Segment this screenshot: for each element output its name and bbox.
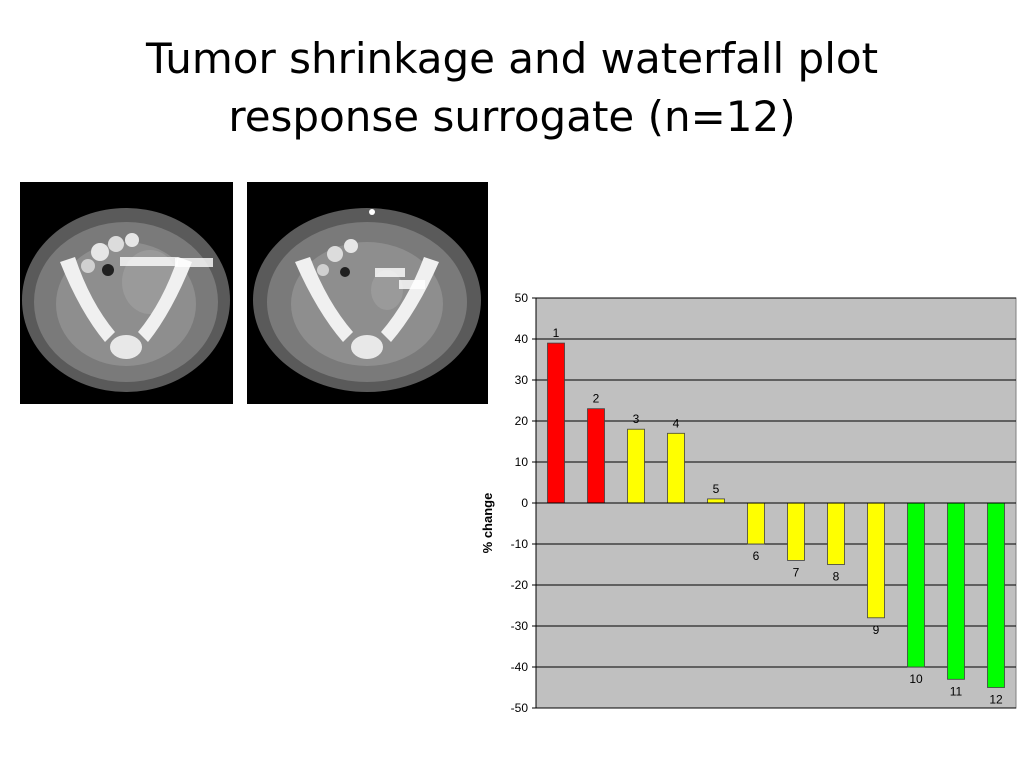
chart-bars bbox=[547, 342, 1005, 688]
ct-scan-after-image bbox=[247, 182, 488, 404]
ct-scan-after-drawing bbox=[253, 208, 481, 392]
bar-label-7: 7 bbox=[793, 565, 800, 579]
bar-label-3: 3 bbox=[633, 412, 640, 426]
bar-7 bbox=[787, 502, 805, 561]
y-tick-label: 50 bbox=[515, 291, 529, 305]
bar-label-8: 8 bbox=[833, 570, 840, 584]
bar-label-1: 1 bbox=[553, 326, 560, 340]
y-tick-label: -10 bbox=[511, 537, 529, 551]
chart-y-axis-label: % change bbox=[480, 493, 495, 554]
bar-4 bbox=[667, 432, 685, 504]
bar-9 bbox=[867, 502, 885, 619]
bar-label-5: 5 bbox=[713, 482, 720, 496]
title-line-1: Tumor shrinkage and waterfall plot bbox=[145, 34, 879, 83]
bar-3 bbox=[627, 428, 645, 504]
y-tick-label: 0 bbox=[521, 496, 528, 510]
slide-title: Tumor shrinkage and waterfall plot respo… bbox=[0, 30, 1024, 146]
ct-scan-before-image bbox=[20, 182, 233, 404]
bar-10 bbox=[907, 502, 925, 668]
bar-1 bbox=[547, 342, 565, 504]
bar-2 bbox=[587, 408, 605, 504]
bar-label-12: 12 bbox=[989, 693, 1003, 707]
title-line-2: response surrogate (n=12) bbox=[228, 92, 796, 141]
bar-label-4: 4 bbox=[673, 416, 680, 430]
bar-label-9: 9 bbox=[873, 623, 880, 637]
y-tick-label: -20 bbox=[511, 578, 529, 592]
y-tick-label: -50 bbox=[511, 701, 529, 715]
bar-12 bbox=[987, 502, 1005, 688]
y-tick-label: 20 bbox=[515, 414, 529, 428]
chart-y-ticks: 50 40 30 20 10 0 -10 -20 -30 -40 -50 bbox=[511, 291, 537, 715]
bar-5 bbox=[707, 498, 725, 504]
y-tick-label: -40 bbox=[511, 660, 529, 674]
bar-label-6: 6 bbox=[753, 549, 760, 563]
bar-8 bbox=[827, 502, 845, 565]
y-tick-label: 30 bbox=[515, 373, 529, 387]
y-tick-label: 10 bbox=[515, 455, 529, 469]
bar-11 bbox=[947, 502, 965, 680]
bar-6 bbox=[747, 502, 765, 545]
ct-scan-before-drawing bbox=[22, 208, 230, 392]
bar-label-11: 11 bbox=[950, 684, 963, 698]
y-tick-label: -30 bbox=[511, 619, 529, 633]
bar-label-2: 2 bbox=[593, 392, 600, 406]
y-tick-label: 40 bbox=[515, 332, 529, 346]
bar-label-10: 10 bbox=[909, 672, 923, 686]
